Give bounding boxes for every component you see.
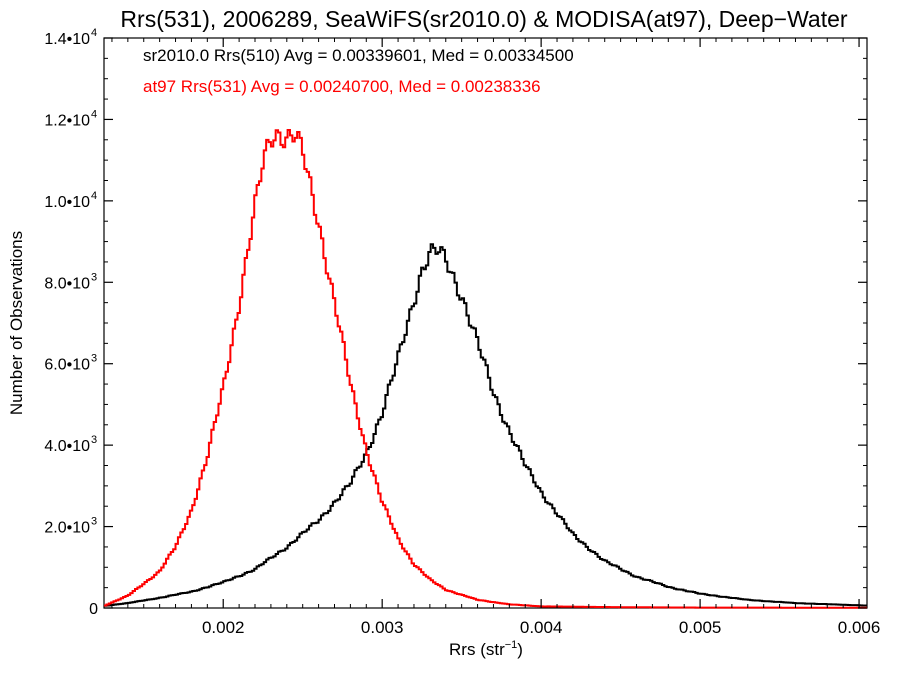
x-tick-label: 0.004 <box>520 618 563 637</box>
plot-frame <box>103 37 868 609</box>
y-tick-mantissa: 1.2•10 <box>44 112 90 129</box>
y-tick-mantissa: 8.0•10 <box>44 275 90 292</box>
y-tick-mantissa: 4.0•10 <box>44 438 90 455</box>
x-axis-label-main: Rrs (str <box>449 640 505 659</box>
y-tick-exponent: 4 <box>91 108 97 120</box>
y-tick-mantissa: 0 <box>89 601 98 618</box>
y-tick-label: 1.2•10 <box>44 112 90 129</box>
series-annotation-black: sr2010.0 Rrs(510) Avg = 0.00339601, Med … <box>143 46 574 65</box>
y-tick-label: 6.0•10 <box>44 357 90 374</box>
x-axis-ticks: 0.002 0.003 0.004 0.005 0.006 <box>111 38 881 637</box>
y-axis-label: Number of Observations <box>7 231 26 415</box>
y-tick-label: 2.0•10 <box>44 520 90 537</box>
y-tick-mantissa: 1.4•10 <box>44 31 90 48</box>
y-axis-ticks: 02.0•10 34.0•10 36.0•10 38.0•10 31.0•10 41.2•… <box>44 27 867 618</box>
y-tick-mantissa: 2.0•10 <box>44 520 90 537</box>
series-line-sr2010 <box>104 243 867 607</box>
y-tick-mantissa: 1.0•10 <box>44 194 90 211</box>
x-axis-label: Rrs (str−1) <box>449 639 523 659</box>
y-tick-exponent: 4 <box>91 190 97 202</box>
x-tick-label: 0.005 <box>679 618 722 637</box>
y-tick-exponent: 4 <box>91 27 97 39</box>
y-tick-exponent: 3 <box>91 353 97 365</box>
plot-area: 0.002 0.003 0.004 0.005 0.006 02.0•10 34.0•10… <box>44 27 880 637</box>
x-tick-label: 0.006 <box>838 618 881 637</box>
y-tick-exponent: 3 <box>91 516 97 528</box>
y-tick-mantissa: 6.0•10 <box>44 357 90 374</box>
y-tick-exponent: 3 <box>91 271 97 283</box>
x-tick-label: 0.003 <box>361 618 404 637</box>
y-tick-label: 0 <box>89 601 98 618</box>
y-tick-label: 4.0•10 <box>44 438 90 455</box>
y-tick-label: 1.4•10 <box>44 31 90 48</box>
y-tick-label: 1.0•10 <box>44 194 90 211</box>
series-layer <box>104 128 867 609</box>
y-tick-label: 8.0•10 <box>44 275 90 292</box>
x-axis-label-close: ) <box>517 640 523 659</box>
chart-title: Rrs(531), 2006289, SeaWiFS(sr2010.0) & M… <box>120 6 847 32</box>
x-axis-label-sup: −1 <box>505 639 518 651</box>
y-tick-exponent: 3 <box>91 434 97 446</box>
series-line-at97 <box>104 128 867 609</box>
series-annotation-red: at97 Rrs(531) Avg = 0.00240700, Med = 0.… <box>143 77 541 96</box>
x-tick-label: 0.002 <box>202 618 245 637</box>
